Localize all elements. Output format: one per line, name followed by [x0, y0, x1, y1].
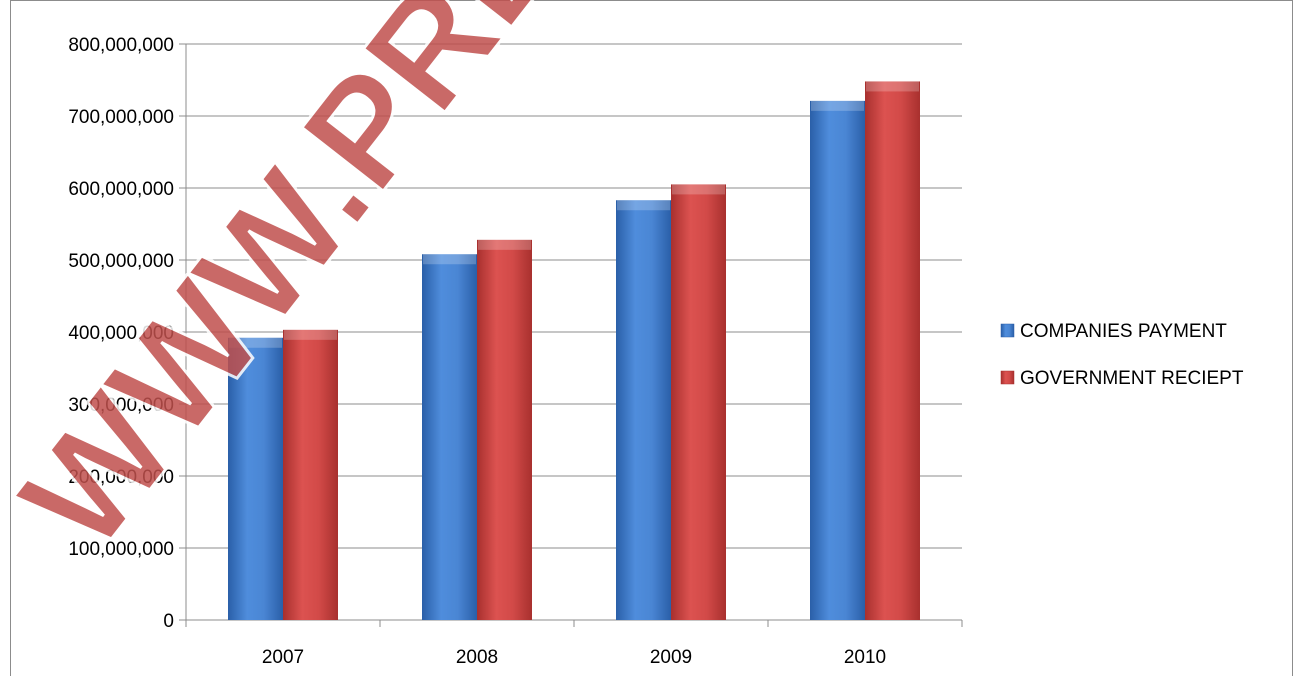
bar-government-reciept-2008 [477, 239, 532, 620]
chart-frame [10, 0, 1293, 676]
bar-government-reciept-2007 [283, 329, 338, 620]
bar-companies-payment-2009 [616, 200, 671, 621]
legend-label-1: GOVERNMENT RECIEPT [1020, 368, 1244, 389]
bar-cap [617, 200, 670, 211]
watermark-text: WWW.PREMI [0, 0, 695, 580]
y-tick-label: 700,000,000 [68, 107, 174, 128]
bar-cap [866, 81, 919, 92]
y-tick-label: 800,000,000 [68, 35, 174, 56]
tick-labels: 0 100,000,000 200,000,000 300,000,000 400,00… [68, 35, 886, 668]
bar-cap [423, 254, 476, 265]
y-tick-label: 300,000,000 [68, 395, 174, 416]
x-tick-label: 2009 [650, 647, 692, 668]
bar-cap [811, 100, 864, 111]
legend-label-0: COMPANIES PAYMENT [1020, 321, 1227, 342]
legend: COMPANIES PAYMENT GOVERNMENT RECIEPT [1000, 321, 1244, 389]
bar-cap [672, 184, 725, 195]
legend-swatch-0 [1000, 323, 1015, 338]
y-tick-label: 100,000,000 [68, 539, 174, 560]
x-tick-label: 2008 [456, 647, 498, 668]
y-tick-label: 200,000,000 [68, 467, 174, 488]
bar-companies-payment-2008 [422, 254, 477, 621]
legend-swatch-1 [1000, 370, 1015, 385]
bar-companies-payment-2010 [810, 100, 865, 620]
x-tick-label: 2010 [844, 647, 886, 668]
y-tick-label: 0 [163, 611, 174, 632]
bar-cap [229, 337, 282, 348]
bar-cap [284, 329, 337, 340]
bars [228, 81, 920, 621]
bar-government-reciept-2010 [865, 81, 920, 620]
bar-government-reciept-2009 [671, 184, 726, 620]
bar-companies-payment-2007 [228, 337, 283, 620]
bar-cap [478, 239, 531, 250]
y-tick-label: 600,000,000 [68, 179, 174, 200]
y-tick-label: 500,000,000 [68, 251, 174, 272]
y-tick-label: 400,000,000 [68, 323, 174, 344]
x-tick-label: 2007 [262, 647, 304, 668]
